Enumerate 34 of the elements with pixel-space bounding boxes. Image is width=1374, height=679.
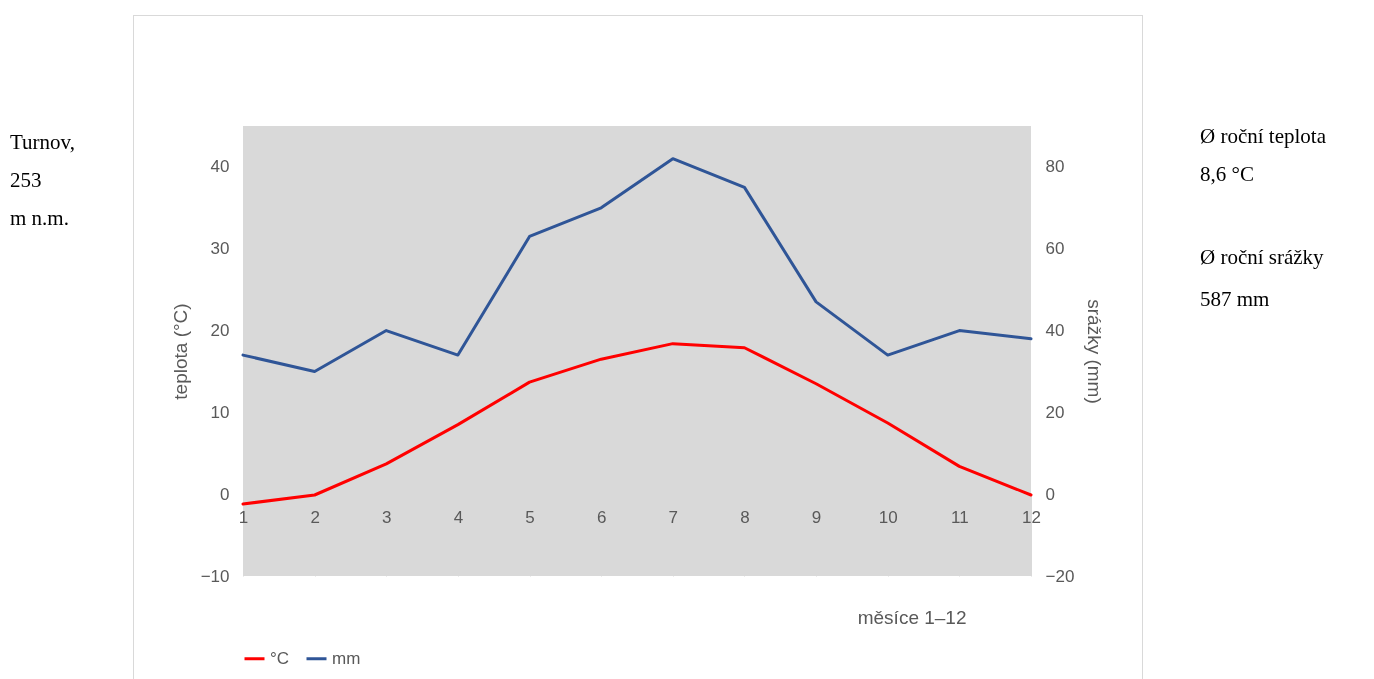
y2-tick-label: 40	[1045, 321, 1065, 341]
x-tick-label: 5	[525, 507, 535, 527]
text: Ø roční srážky 587 mm	[1200, 244, 1324, 313]
y2-tick-label: 0	[1045, 484, 1055, 504]
x-tick-label: 12	[1022, 507, 1041, 527]
x-axis-title: měsíce 1–12	[857, 606, 967, 628]
y-tick-label: 10	[210, 402, 230, 422]
x-tick-label: 1	[238, 507, 249, 527]
y2-tick-label: 60	[1045, 239, 1065, 259]
text: Ø roční teplota 8,6 °C	[1200, 123, 1326, 188]
y2-tick-label: 20	[1045, 402, 1065, 422]
x-tick-label: 3	[382, 507, 392, 527]
x-tick-label: 10	[878, 507, 898, 527]
x-tick-label: 4	[453, 507, 464, 527]
y2-tick-label: −20	[1045, 566, 1075, 586]
y2-tick-label: 80	[1045, 157, 1065, 177]
legend-label: mm	[332, 648, 361, 668]
x-tick-label: 6	[596, 507, 607, 527]
line-series	[241, 157, 1033, 373]
y-tick-label: 40	[210, 157, 230, 177]
y-tick-label: 20	[210, 321, 230, 341]
legend-label: °C	[270, 648, 290, 668]
y-tick-label: 30	[210, 239, 230, 259]
y-tick-label: 0	[220, 484, 230, 504]
text: Turnov, 253 m n.m.	[10, 129, 75, 232]
line-series	[241, 342, 1033, 506]
y2-axis-title: srážky (mm)	[1084, 299, 1106, 404]
y-tick-label: −10	[200, 566, 230, 586]
x-tick-label: 8	[740, 507, 750, 527]
x-tick-label: 7	[668, 507, 679, 527]
y-axis-title: teplota (°C)	[169, 303, 191, 400]
x-tick-label: 2	[310, 507, 320, 527]
x-tick-label: 9	[811, 507, 822, 527]
x-tick-label: 11	[951, 507, 969, 527]
